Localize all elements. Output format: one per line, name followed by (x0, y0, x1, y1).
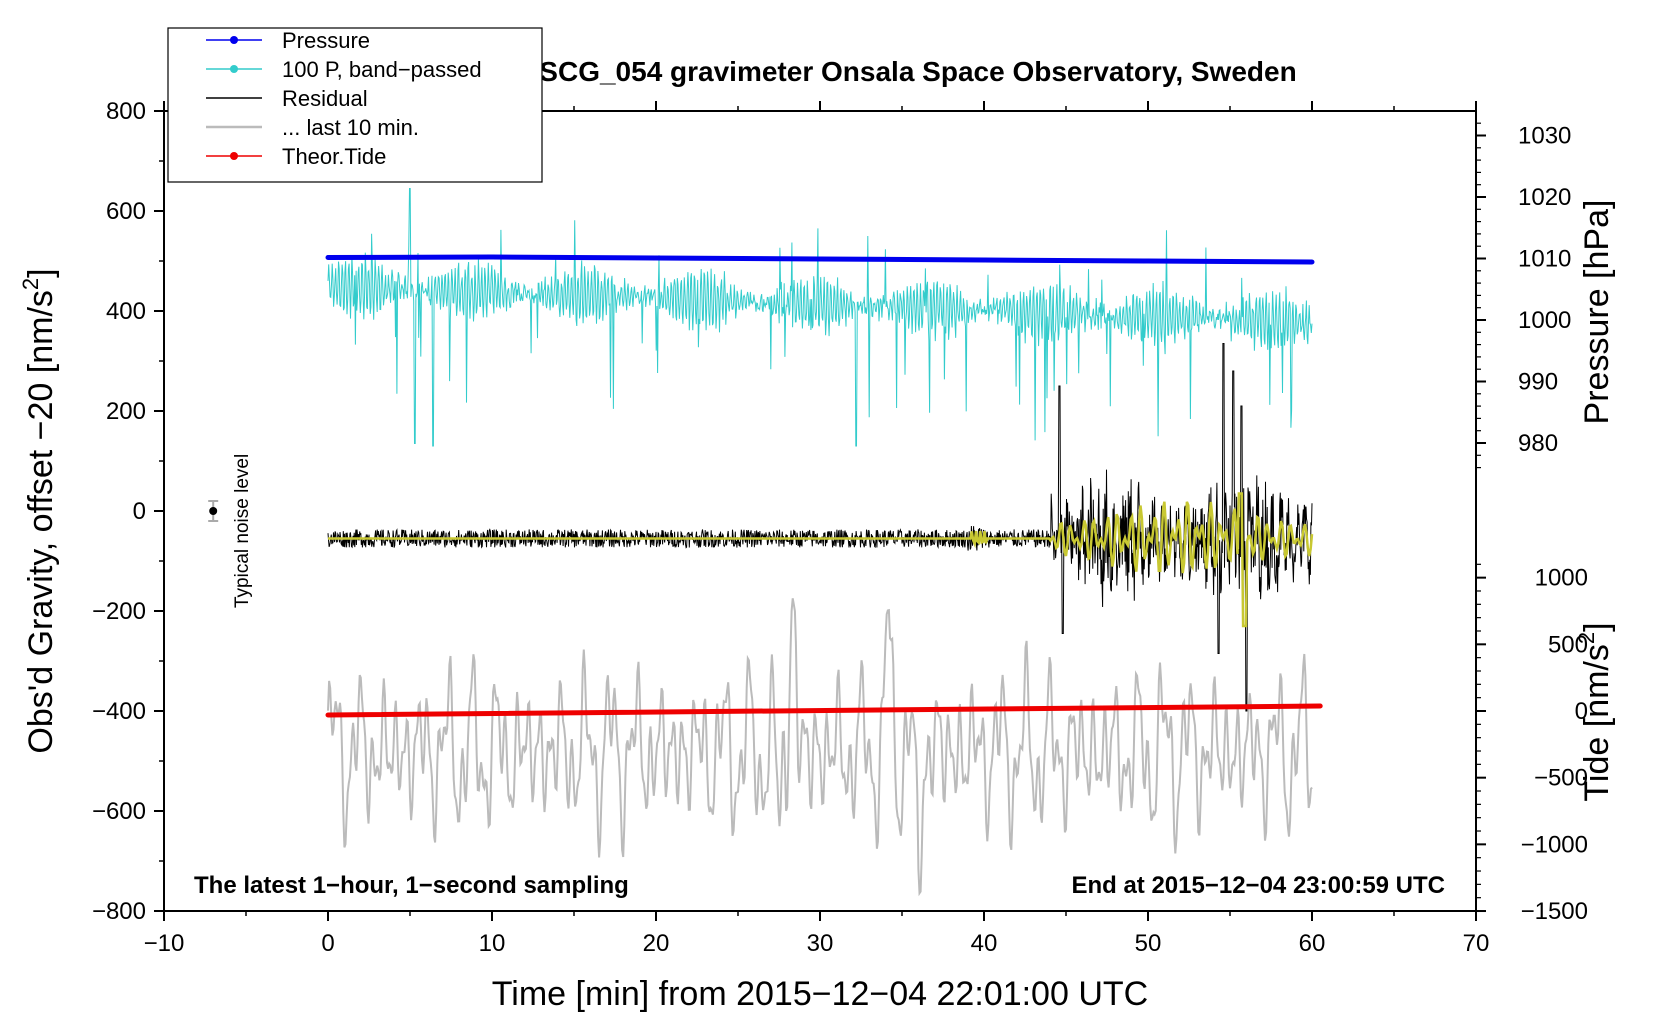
legend-marker-1 (230, 65, 238, 73)
series-theor-tide (325, 703, 1323, 718)
y-left-tick-label-6: 400 (106, 298, 146, 325)
tide-tick-label-4: 500 (1548, 631, 1588, 658)
y-axis-tide-title-end: ] (1578, 622, 1616, 631)
x-tick-label-1: 0 (321, 930, 334, 957)
annotation-bottom-left: The latest 1−hour, 1−second sampling (194, 872, 629, 899)
series-last-10-min (327, 598, 1313, 897)
pressure-tick-label-1: 990 (1518, 369, 1558, 396)
x-tick-label-6: 50 (1135, 930, 1162, 957)
tide-tick-label-2: −500 (1534, 765, 1588, 792)
x-tick-label-7: 60 (1299, 930, 1326, 957)
x-tick-label-0: −10 (144, 930, 185, 957)
annotation-bottom-right: End at 2015−12−04 23:00:59 UTC (1071, 872, 1445, 899)
y-left-tick-label-0: −800 (92, 898, 146, 925)
legend-marker-4 (230, 152, 238, 160)
pressure-tick-label-3: 1010 (1518, 246, 1571, 273)
legend-label-1: 100 P, band−passed (282, 57, 482, 82)
chart-title: SCG_054 gravimeter Onsala Space Observat… (539, 56, 1296, 87)
y-left-tick-label-5: 200 (106, 398, 146, 425)
pressure-line (325, 254, 1315, 265)
residual-line (327, 343, 1313, 712)
pressure-tick-label-2: 1000 (1518, 307, 1571, 334)
series-residual (327, 343, 1313, 712)
y-left-tick-label-2: −400 (92, 698, 146, 725)
x-tick-label-2: 10 (479, 930, 506, 957)
last10-line (327, 598, 1313, 897)
x-axis-title: Time [min] from 2015−12−04 22:01:00 UTC (492, 975, 1148, 1013)
y-axis-tide-title-sup: 2 (1574, 632, 1599, 644)
y-axis-left-title-sup: 2 (18, 278, 43, 290)
series-pressure (325, 254, 1315, 265)
y-axis-tide-ticks: −1500 −1000 −500 0 500 1000 (1476, 563, 1588, 925)
x-axis-ticks: −10 0 10 20 30 40 50 60 70 (144, 101, 1490, 957)
legend-label-2: Residual (282, 86, 368, 111)
legend-label-4: Theor.Tide (282, 144, 386, 169)
y-left-tick-label-3: −200 (92, 598, 146, 625)
pressure-tick-label-0: 980 (1518, 430, 1558, 457)
x-tick-label-3: 20 (643, 930, 670, 957)
y-axis-tide-title: Tide [nm/s2] (1574, 622, 1616, 801)
series-bandpassed (327, 188, 1313, 447)
y-left-tick-label-1: −600 (92, 798, 146, 825)
y-left-tick-label-8: 800 (106, 98, 146, 125)
tide-line (325, 703, 1323, 718)
tide-tick-label-5: 1000 (1535, 565, 1588, 592)
tide-tick-label-0: −1500 (1521, 898, 1588, 925)
tide-tick-label-3: 0 (1575, 698, 1588, 725)
y-left-tick-label-4: 0 (133, 498, 146, 525)
y-axis-pressure-title: Pressure [hPa] (1578, 200, 1616, 425)
y-axis-left-title-end: ] (22, 268, 60, 277)
bandpassed-line (327, 188, 1313, 447)
y-axis-left-title-main: Obs'd Gravity, offset −20 [nm/s (22, 290, 60, 753)
series-residual-smoothed (328, 492, 1314, 628)
noise-level-marker (208, 500, 219, 522)
x-tick-label-5: 40 (971, 930, 998, 957)
y-axis-left-ticks: −800 −600 −400 −200 0 200 400 600 800 (92, 98, 164, 925)
legend-label-3: ... last 10 min. (282, 115, 419, 140)
x-tick-label-8: 70 (1463, 930, 1490, 957)
y-axis-pressure-ticks: 980 990 1000 1010 1020 1030 (1476, 123, 1571, 469)
noise-level-label: Typical noise level (232, 454, 253, 608)
legend: Pressure 100 P, band−passed Residual ... la… (167, 27, 543, 183)
y-left-tick-label-7: 600 (106, 198, 146, 225)
x-tick-label-4: 30 (807, 930, 834, 957)
pressure-tick-label-5: 1030 (1518, 123, 1571, 150)
noise-dot (209, 507, 218, 515)
tide-tick-label-1: −1000 (1521, 831, 1588, 858)
smoothed-line (328, 492, 1314, 628)
pressure-tick-label-4: 1020 (1518, 184, 1571, 211)
y-axis-tide-title-main: Tide [nm/s (1578, 644, 1616, 801)
y-axis-left-title: Obs'd Gravity, offset −20 [nm/s2] (18, 268, 60, 753)
legend-label-0: Pressure (282, 28, 370, 53)
legend-marker-0 (230, 36, 238, 44)
